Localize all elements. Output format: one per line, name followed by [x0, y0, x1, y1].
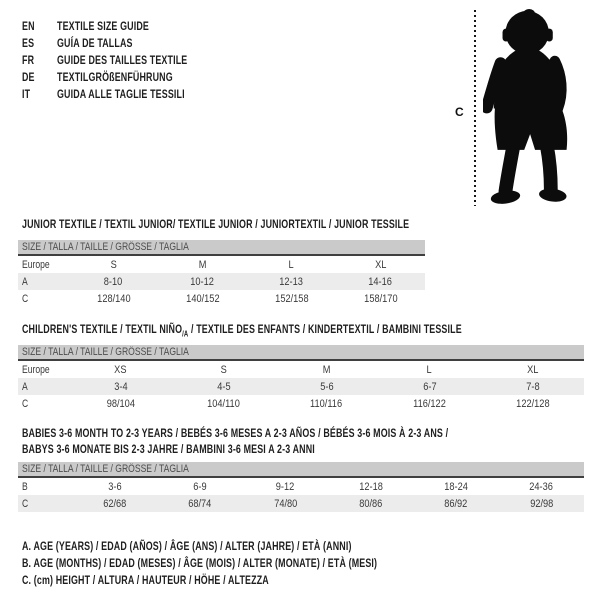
row-label: C [22, 497, 29, 510]
note-c: C. (cm) HEIGHT / ALTURA / HAUTEUR / HÖHE… [22, 572, 269, 587]
size-header-label: SIZE / TALLA / TAILLE / GRÖSSE / TAGLIA [22, 241, 189, 253]
table-header-row: SIZE / TALLA / TAILLE / GRÖSSE / TAGLIA [18, 345, 584, 361]
table-row-height: C 98/104 104/110 110/116 116/122 122/128 [22, 397, 550, 410]
language-code: EN [22, 18, 35, 33]
table-header-row: SIZE / TALLA / TAILLE / GRÖSSE / TAGLIA [18, 462, 584, 478]
table-row-age: A 8-10 10-12 12-13 14-16 [18, 273, 425, 290]
babies-section-title: BABIES 3-6 MONTH TO 2-3 YEARS / BEBÉS 3-… [22, 426, 449, 456]
children-section-title: CHILDREN'S TEXTILE / TEXTIL NIÑO/A / TEX… [22, 322, 462, 339]
language-code: DE [22, 69, 35, 84]
language-title: TEXTILE SIZE GUIDE [57, 18, 149, 33]
note-b: B. AGE (MONTHS) / EDAD (MESES) / ÂGE (MO… [22, 555, 378, 570]
row-label: Europe [22, 258, 50, 271]
table-row-height: C 62/68 68/74 74/80 80/86 86/92 92/98 [18, 495, 584, 512]
row-label: A [22, 380, 28, 393]
baby-silhouette-icon [483, 8, 568, 204]
language-code: ES [22, 35, 35, 50]
language-row-fr: FR GUIDE DES TAILLES TEXTILE [22, 51, 233, 68]
junior-size-table: SIZE / TALLA / TAILLE / GRÖSSE / TAGLIA … [18, 240, 425, 307]
size-header-label: SIZE / TALLA / TAILLE / GRÖSSE / TAGLIA [22, 346, 189, 358]
language-row-en: EN TEXTILE SIZE GUIDE [22, 17, 233, 34]
table-header-row: SIZE / TALLA / TAILLE / GRÖSSE / TAGLIA [18, 240, 425, 256]
language-title: TEXTILGRÖßENFÜHRUNG [57, 69, 173, 84]
table-row-age: A 3-4 4-5 5-6 6-7 7-8 [18, 378, 584, 395]
language-row-es: ES GUÍA DE TALLAS [22, 34, 233, 51]
row-label: C [22, 292, 29, 305]
table-row-europe: Europe XS S M L XL [22, 363, 539, 376]
language-title: GUIDE DES TAILLES TEXTILE [57, 52, 188, 67]
language-row-it: IT GUIDA ALLE TAGLIE TESSILI [22, 85, 233, 102]
row-label: C [22, 397, 29, 410]
babies-size-table: SIZE / TALLA / TAILLE / GRÖSSE / TAGLIA … [18, 462, 584, 512]
children-size-table: SIZE / TALLA / TAILLE / GRÖSSE / TAGLIA … [18, 345, 584, 412]
table-row-height: C 128/140 140/152 152/158 158/170 [22, 292, 398, 305]
language-code: FR [22, 52, 35, 67]
language-list: EN TEXTILE SIZE GUIDE ES GUÍA DE TALLAS … [22, 17, 233, 102]
note-a: A. AGE (YEARS) / EDAD (AÑOS) / ÂGE (ANS)… [22, 538, 352, 553]
junior-section-title: JUNIOR TEXTILE / TEXTIL JUNIOR/ TEXTILE … [22, 217, 410, 231]
height-measure-dashed-line [474, 10, 476, 206]
size-header-label: SIZE / TALLA / TAILLE / GRÖSSE / TAGLIA [22, 463, 189, 475]
language-code: IT [22, 86, 31, 101]
table-row-europe: Europe S M L XL [22, 258, 387, 271]
height-measure-label: C [455, 105, 464, 119]
language-row-de: DE TEXTILGRÖßENFÜHRUNG [22, 68, 233, 85]
row-label: B [22, 480, 28, 493]
language-title: GUIDA ALLE TAGLIE TESSILI [57, 86, 185, 101]
row-label: Europe [22, 363, 50, 376]
table-row-months: B 3-6 6-9 9-12 12-18 18-24 24-36 [22, 480, 554, 493]
legend-notes: A. AGE (YEARS) / EDAD (AÑOS) / ÂGE (ANS)… [22, 537, 502, 588]
language-title: GUÍA DE TALLAS [57, 35, 133, 50]
row-label: A [22, 275, 28, 288]
